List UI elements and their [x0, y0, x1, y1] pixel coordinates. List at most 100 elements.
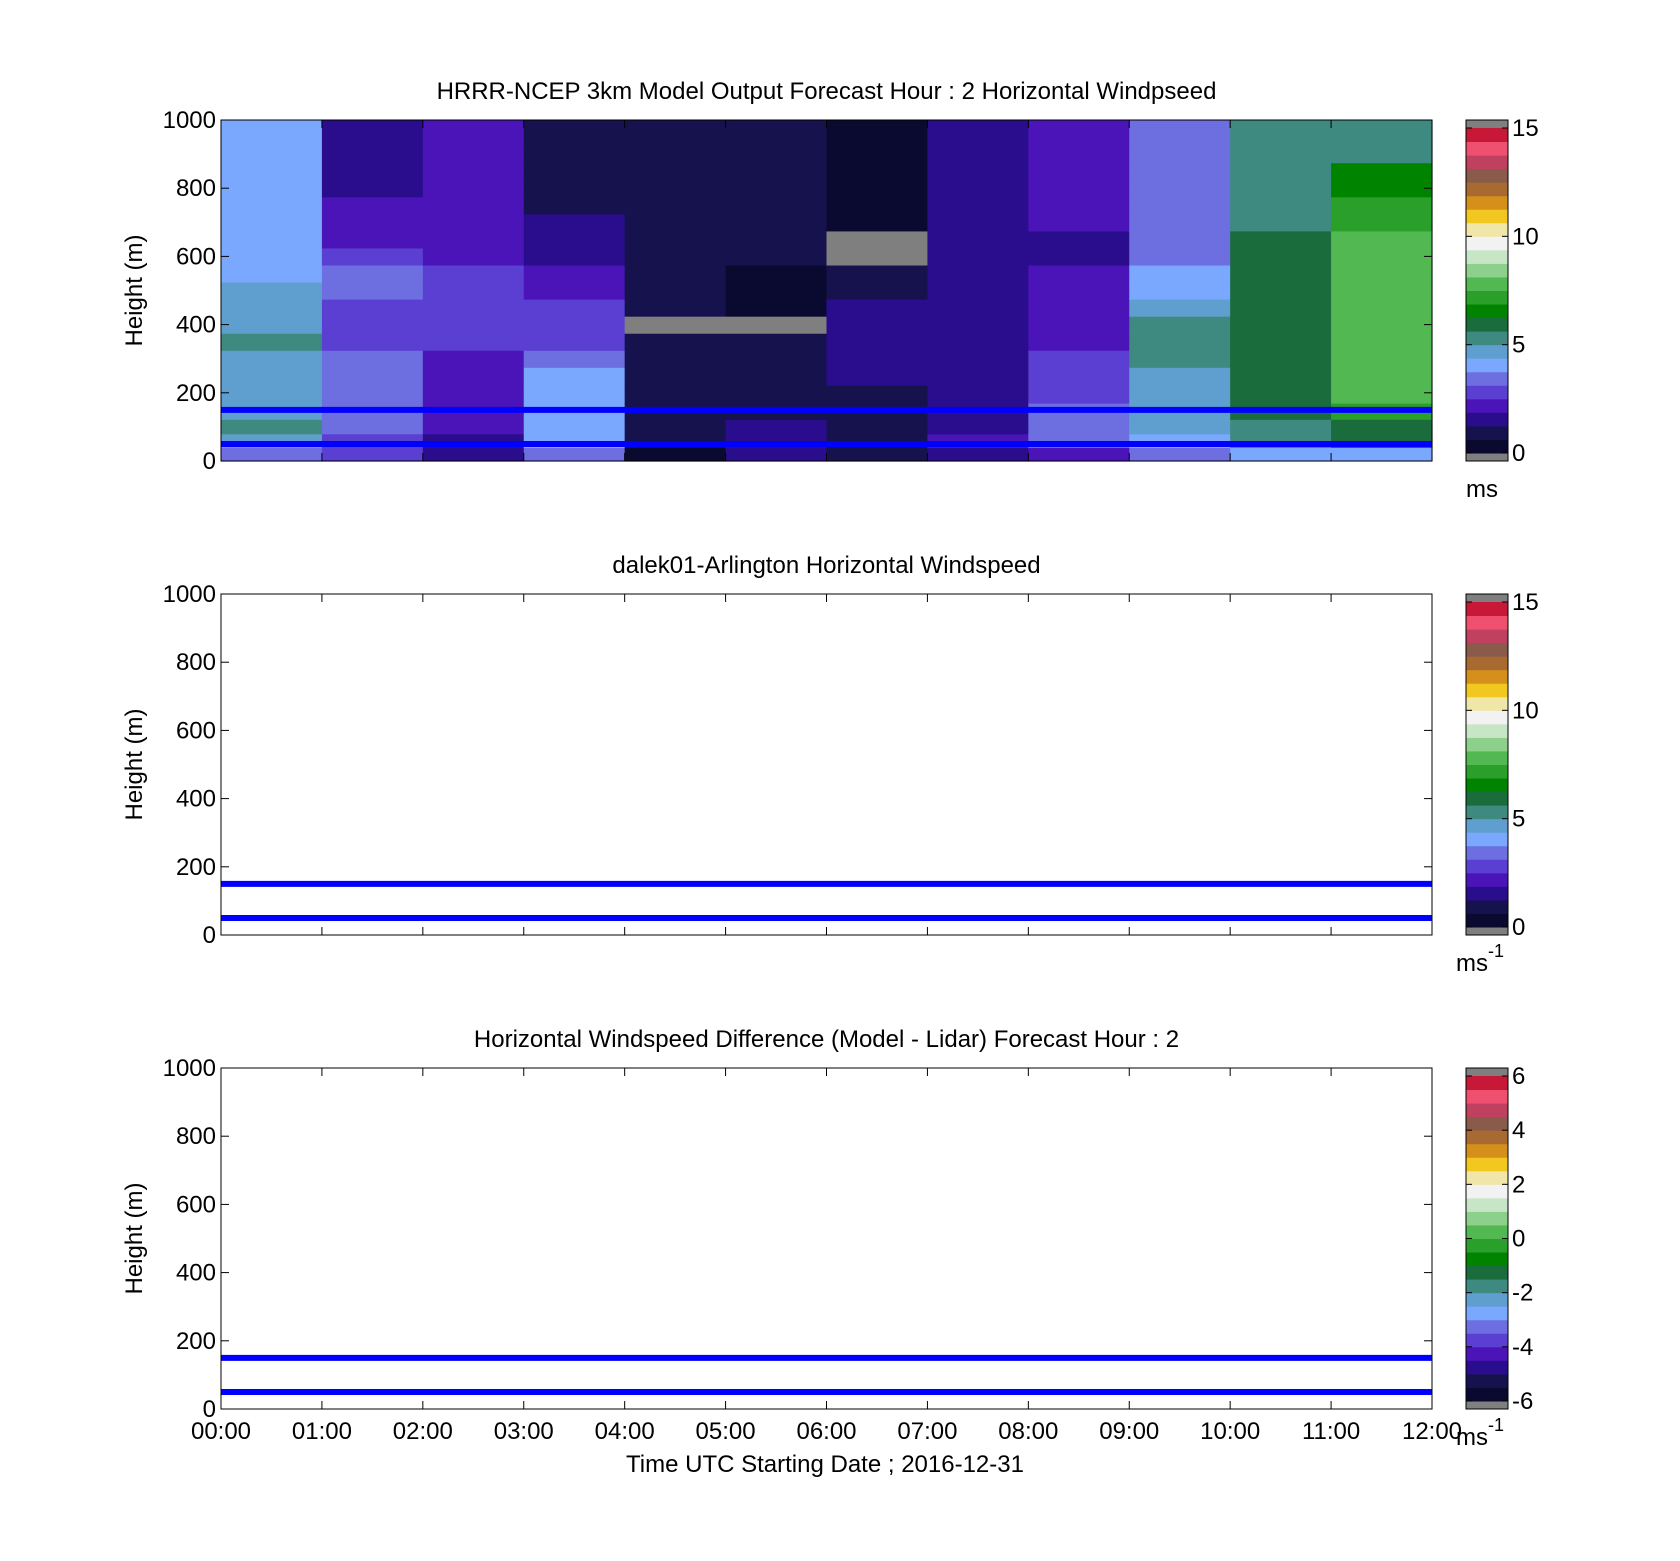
y-tick-label: 1000 [163, 107, 216, 134]
heatmap-cell [725, 247, 828, 266]
colorbar-tick-label: -6 [1512, 1388, 1533, 1415]
heatmap-cell [624, 230, 727, 249]
heatmap-cell [927, 316, 1029, 334]
colorbar-swatch [1466, 778, 1508, 793]
heatmap-cell [523, 350, 626, 368]
y-axis-label: Height (m) [121, 234, 148, 346]
colorbar-swatch [1466, 1306, 1508, 1321]
heatmap-cell [523, 316, 626, 334]
heatmap-cell [1129, 350, 1231, 368]
heatmap-cell [725, 281, 828, 300]
heatmap-cell [624, 264, 727, 283]
y-tick-label: 800 [176, 1123, 216, 1150]
heatmap-cell [1331, 419, 1433, 435]
x-tick-label: 05:00 [696, 1418, 756, 1445]
heatmap-cell [321, 350, 424, 368]
colorbar-unit-superscript: -1 [1488, 1415, 1504, 1435]
x-tick-label: 06:00 [796, 1418, 856, 1445]
y-tick-label: 200 [176, 380, 216, 407]
difference-panel: 00:00 01:00 02:00 03:00 04:00 05:00 06:00 07:00… [121, 1026, 1533, 1451]
colorbar-swatch [1466, 290, 1508, 305]
heatmap-cell [1230, 316, 1332, 334]
x-tick-label: 03:00 [494, 1418, 554, 1445]
x-tick-label: 08:00 [998, 1418, 1058, 1445]
colorbar-swatch [1466, 236, 1508, 251]
x-tick-label: 04:00 [595, 1418, 655, 1445]
heatmap-cell [1230, 179, 1332, 198]
colorbar-over-swatch [1466, 594, 1508, 602]
heatmap-cell [826, 145, 929, 164]
heatmap-cell [1129, 333, 1231, 351]
colorbar-swatch [1466, 1089, 1508, 1104]
y-tick-label: 0 [203, 922, 216, 949]
heatmap-cell [321, 120, 424, 147]
heatmap-cell [321, 179, 424, 198]
heatmap-cell [1129, 367, 1231, 386]
colorbar-swatch [1466, 1157, 1508, 1172]
heatmap-cell [725, 333, 828, 351]
colorbar-swatch [1466, 385, 1508, 400]
colorbar-swatch [1466, 696, 1508, 711]
colorbar-swatch [1466, 629, 1508, 644]
colorbar-swatch [1466, 899, 1508, 914]
y-tick-label: 200 [176, 1328, 216, 1355]
heatmap-cell [1028, 281, 1130, 300]
heatmap-cell [321, 333, 424, 351]
colorbar-swatch [1466, 642, 1508, 657]
heatmap-cell [321, 230, 424, 249]
colorbar-swatch [1466, 669, 1508, 684]
heatmap-cell [1028, 162, 1130, 181]
heatmap-cell [1028, 213, 1130, 232]
heatmap-cell [321, 196, 424, 215]
heatmap-cell [725, 316, 828, 334]
x-tick-label: 02:00 [393, 1418, 453, 1445]
heatmap-cell [624, 120, 727, 147]
heatmap-cell [1331, 350, 1433, 368]
heatmap-cell [927, 447, 1029, 462]
colorbar-swatch [1466, 818, 1508, 833]
heatmap-cell [1331, 316, 1433, 334]
colorbar-swatch [1466, 859, 1508, 874]
colorbar-swatch [1466, 1238, 1508, 1253]
colorbar-tick-label: 0 [1512, 1226, 1525, 1253]
heatmap-cell [523, 299, 626, 317]
heatmap-cell [927, 230, 1029, 249]
colorbar-swatch [1466, 872, 1508, 887]
colorbar-tick-label: 10 [1512, 223, 1539, 250]
lidar-panel: 0 200 400 600 800 1000 dalek01-Arlington Horiz… [121, 552, 1539, 977]
colorbar-swatch [1466, 168, 1508, 183]
heatmap-cell [1129, 213, 1231, 232]
heatmap-cell [1230, 120, 1332, 147]
heatmap-cell [523, 385, 626, 404]
heatmap-cell [523, 145, 626, 164]
colorbar-swatch [1466, 1143, 1508, 1158]
colorbar-swatch [1466, 371, 1508, 386]
heatmap-cell [1129, 316, 1231, 334]
colorbar-swatch [1466, 358, 1508, 373]
chart-title: dalek01-Arlington Horizontal Windspeed [612, 552, 1040, 579]
heatmap-cell [523, 419, 626, 435]
colorbar-tick-label: 2 [1512, 1171, 1525, 1198]
heatmap-cell [624, 419, 727, 435]
heatmap-cell [1028, 247, 1130, 266]
x-tick-label: 11:00 [1302, 1418, 1360, 1445]
colorbar-tick-label: 6 [1512, 1063, 1525, 1090]
heatmap-cell [927, 213, 1029, 232]
colorbar-frame [1465, 119, 1509, 462]
heatmap-cell [826, 120, 929, 147]
heatmap-cell [1230, 247, 1332, 266]
x-tick-label: 00:00 [191, 1418, 251, 1445]
colorbar-swatch [1466, 805, 1508, 820]
colorbar-swatch [1466, 209, 1508, 224]
colorbar-swatch [1466, 155, 1508, 170]
heatmap-cell [1230, 196, 1332, 215]
colorbar-tick-label: 0 [1512, 914, 1525, 941]
colorbar-swatch [1466, 723, 1508, 738]
colorbar-frame [1465, 593, 1509, 936]
heatmap-cell [1028, 350, 1130, 368]
heatmap-cell [1331, 299, 1433, 317]
colorbar-tick-label: 5 [1512, 806, 1525, 833]
x-tick-label: 10:00 [1200, 1418, 1260, 1445]
heatmap-cell [725, 162, 828, 181]
